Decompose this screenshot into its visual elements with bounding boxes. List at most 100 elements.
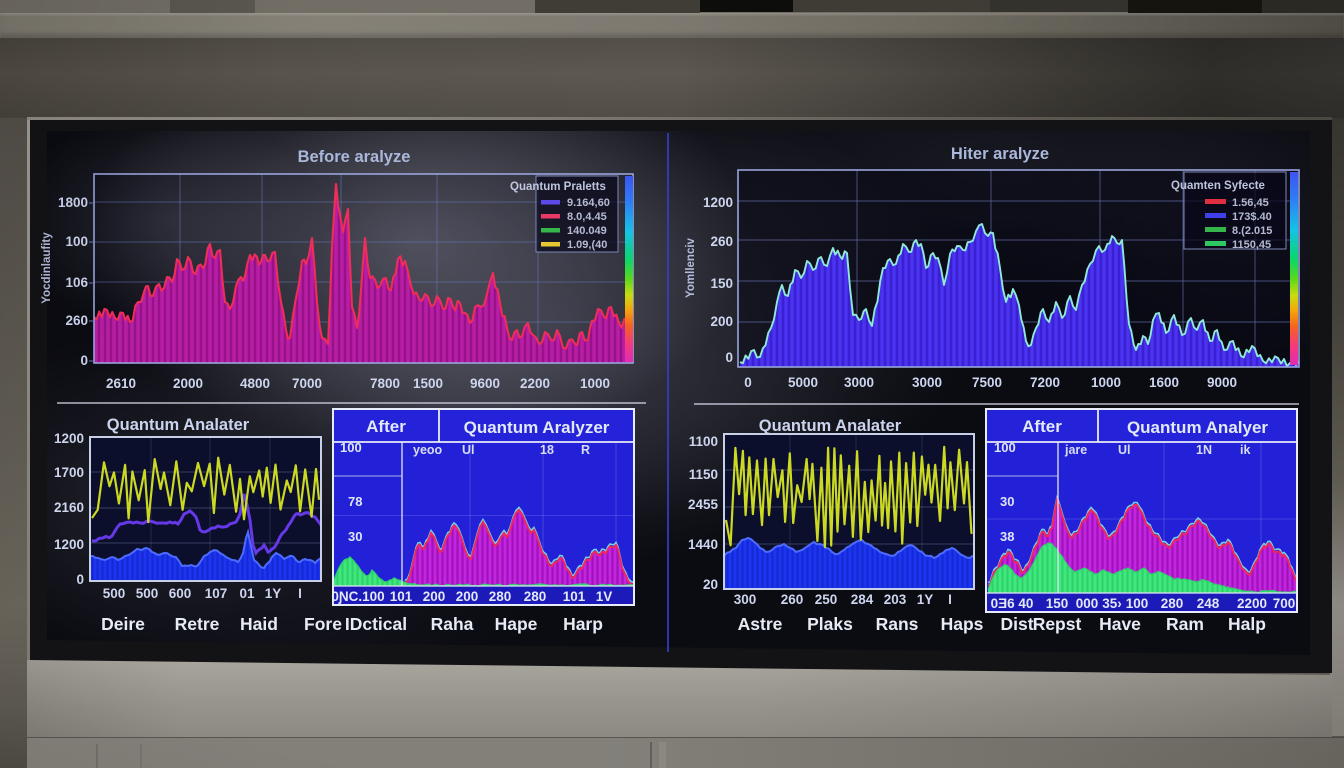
svg-text:100: 100 <box>340 440 362 455</box>
svg-text:Repst: Repst <box>1033 614 1082 634</box>
svg-text:9600: 9600 <box>470 376 500 391</box>
svg-text:Quantum Analater: Quantum Analater <box>107 416 250 434</box>
svg-text:1100: 1100 <box>689 434 718 449</box>
svg-text:260: 260 <box>781 592 804 607</box>
svg-text:Halp: Halp <box>1228 614 1266 634</box>
svg-text:35›: 35› <box>1102 596 1122 611</box>
svg-text:Hape: Hape <box>495 614 538 634</box>
svg-text:500: 500 <box>136 586 159 601</box>
svg-text:Ul: Ul <box>1118 443 1131 457</box>
svg-text:Rans: Rans <box>876 614 919 634</box>
svg-text:2200: 2200 <box>1237 596 1267 611</box>
svg-text:Haps: Haps <box>941 614 984 634</box>
svg-text:1.09,(40: 1.09,(40 <box>567 239 607 251</box>
svg-text:1N: 1N <box>1196 443 1212 457</box>
svg-text:0ƝC.100: 0ƝC.100 <box>331 589 384 604</box>
svg-text:0Ǝ6 40: 0Ǝ6 40 <box>991 596 1034 611</box>
svg-text:140.049: 140.049 <box>567 225 607 237</box>
svg-text:1150,45: 1150,45 <box>1232 239 1271 251</box>
svg-text:3000: 3000 <box>912 375 942 390</box>
svg-text:1000: 1000 <box>580 376 610 391</box>
svg-text:100: 100 <box>65 234 88 249</box>
svg-text:Haid: Haid <box>240 614 278 634</box>
svg-text:106: 106 <box>65 275 88 290</box>
svg-text:101: 101 <box>563 589 586 604</box>
svg-text:280: 280 <box>1161 596 1184 611</box>
svg-text:Yomllenciv: Yomllenciv <box>685 237 697 297</box>
svg-text:200: 200 <box>710 314 733 329</box>
svg-text:173$.40: 173$.40 <box>1232 211 1272 223</box>
svg-text:1500: 1500 <box>413 376 443 391</box>
svg-text:01: 01 <box>239 586 255 601</box>
svg-text:150: 150 <box>710 276 733 291</box>
svg-text:2160: 2160 <box>54 500 84 515</box>
svg-text:7000: 7000 <box>292 376 322 391</box>
svg-text:Quantum Aralyzer: Quantum Aralyzer <box>464 418 610 437</box>
svg-text:7200: 7200 <box>1030 375 1060 390</box>
svg-text:200: 200 <box>423 589 446 604</box>
svg-text:Ul: Ul <box>462 443 475 457</box>
svg-text:260: 260 <box>65 313 88 328</box>
svg-text:R: R <box>581 443 590 457</box>
svg-text:Quantum Praletts: Quantum Praletts <box>510 181 606 193</box>
svg-text:IDctical: IDctical <box>345 614 407 634</box>
svg-text:1000: 1000 <box>1091 375 1121 390</box>
svg-text:Quantum Analyer: Quantum Analyer <box>1127 418 1268 437</box>
svg-text:2455: 2455 <box>688 497 719 512</box>
svg-text:20: 20 <box>703 577 718 592</box>
svg-text:200: 200 <box>456 589 479 604</box>
svg-text:Quantum Analater: Quantum Analater <box>759 417 902 435</box>
svg-text:After: After <box>366 417 406 436</box>
svg-text:2610: 2610 <box>106 376 136 391</box>
svg-text:5000: 5000 <box>788 375 818 390</box>
svg-text:1200: 1200 <box>703 195 733 210</box>
svg-text:1150: 1150 <box>689 467 718 482</box>
svg-text:9.164,60: 9.164,60 <box>567 197 610 209</box>
svg-text:1200: 1200 <box>54 537 84 552</box>
svg-text:Raha: Raha <box>431 614 474 634</box>
svg-text:8.(2.015: 8.(2.015 <box>1232 225 1272 237</box>
svg-text:0: 0 <box>80 353 88 368</box>
svg-text:Have: Have <box>1099 614 1141 634</box>
svg-text:78: 78 <box>348 494 362 509</box>
svg-text:2200: 2200 <box>520 376 550 391</box>
svg-text:Fore: Fore <box>304 614 342 634</box>
svg-text:0: 0 <box>744 375 752 390</box>
svg-text:150: 150 <box>1046 596 1069 611</box>
svg-text:30: 30 <box>1000 494 1014 509</box>
svg-text:Before aralyze: Before aralyze <box>298 148 411 166</box>
svg-text:0: 0 <box>725 350 733 365</box>
svg-text:ik: ik <box>1240 443 1250 457</box>
svg-text:18: 18 <box>540 443 554 457</box>
svg-text:3000: 3000 <box>844 375 874 390</box>
svg-text:284: 284 <box>851 592 874 607</box>
svg-text:yeoo: yeoo <box>413 443 443 457</box>
svg-text:2000: 2000 <box>173 376 203 391</box>
svg-text:1Y: 1Y <box>917 592 934 607</box>
svg-text:500: 500 <box>103 586 126 601</box>
svg-text:Dist: Dist <box>1000 614 1033 634</box>
svg-text:250: 250 <box>815 592 838 607</box>
svg-text:jare: jare <box>1064 443 1087 457</box>
svg-text:1600: 1600 <box>1149 375 1179 390</box>
svg-text:Quamten Syfecte: Quamten Syfecte <box>1171 180 1265 192</box>
svg-text:107: 107 <box>205 586 228 601</box>
svg-text:30: 30 <box>348 529 362 544</box>
svg-text:100: 100 <box>994 440 1016 455</box>
svg-text:1800: 1800 <box>58 195 88 210</box>
svg-text:4800: 4800 <box>240 376 270 391</box>
svg-text:8.0,4.45: 8.0,4.45 <box>567 211 607 223</box>
svg-text:0: 0 <box>76 572 84 587</box>
svg-text:101: 101 <box>390 589 413 604</box>
svg-text:260: 260 <box>710 234 733 249</box>
svg-text:1V: 1V <box>596 589 613 604</box>
svg-text:Yocdinlaufity: Yocdinlaufity <box>41 232 53 304</box>
svg-text:Plaks: Plaks <box>807 614 853 634</box>
svg-text:Deire: Deire <box>101 614 145 634</box>
svg-text:280: 280 <box>489 589 512 604</box>
svg-text:7500: 7500 <box>972 375 1002 390</box>
svg-text:Ram: Ram <box>1166 614 1204 634</box>
svg-text:1700: 1700 <box>54 465 84 480</box>
svg-text:1.56,45: 1.56,45 <box>1232 197 1269 209</box>
svg-text:300: 300 <box>734 592 757 607</box>
